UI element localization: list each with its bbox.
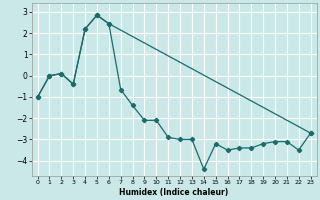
X-axis label: Humidex (Indice chaleur): Humidex (Indice chaleur) xyxy=(119,188,229,197)
